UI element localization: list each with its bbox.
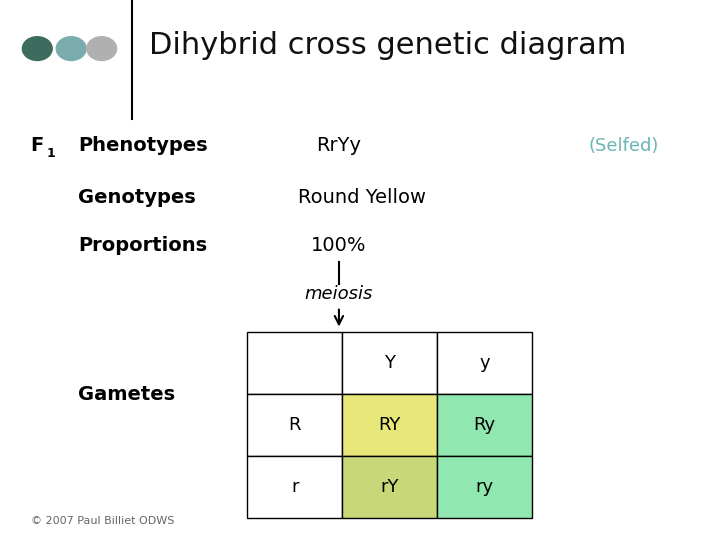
Text: y: y bbox=[480, 354, 490, 372]
Text: Phenotypes: Phenotypes bbox=[78, 136, 207, 156]
Text: © 2007 Paul Billiet ODWS: © 2007 Paul Billiet ODWS bbox=[30, 516, 174, 526]
Text: r: r bbox=[291, 478, 299, 496]
Circle shape bbox=[56, 37, 86, 60]
Text: F: F bbox=[30, 136, 44, 156]
Bar bbox=[437, 456, 532, 518]
Text: Proportions: Proportions bbox=[78, 236, 207, 255]
Text: (Selfed): (Selfed) bbox=[588, 137, 659, 155]
Text: Round Yellow: Round Yellow bbox=[298, 187, 426, 207]
Circle shape bbox=[22, 37, 52, 60]
Text: Dihybrid cross genetic diagram: Dihybrid cross genetic diagram bbox=[149, 31, 626, 60]
Text: 100%: 100% bbox=[311, 236, 366, 255]
Bar bbox=[342, 394, 437, 456]
Bar bbox=[248, 394, 342, 456]
Text: Genotypes: Genotypes bbox=[78, 187, 196, 207]
Circle shape bbox=[87, 37, 117, 60]
Bar bbox=[437, 394, 532, 456]
Bar bbox=[248, 456, 342, 518]
Text: RrYy: RrYy bbox=[316, 136, 361, 156]
Bar bbox=[342, 332, 437, 394]
Text: Gametes: Gametes bbox=[78, 384, 175, 404]
Text: ry: ry bbox=[476, 478, 494, 496]
Text: Ry: Ry bbox=[474, 416, 496, 434]
Text: RY: RY bbox=[379, 416, 401, 434]
Bar bbox=[248, 332, 342, 394]
Text: 1: 1 bbox=[46, 147, 55, 160]
Text: rY: rY bbox=[381, 478, 399, 496]
Bar bbox=[342, 456, 437, 518]
Text: R: R bbox=[289, 416, 301, 434]
Text: Y: Y bbox=[384, 354, 395, 372]
Bar bbox=[437, 332, 532, 394]
Text: meiosis: meiosis bbox=[305, 285, 373, 303]
